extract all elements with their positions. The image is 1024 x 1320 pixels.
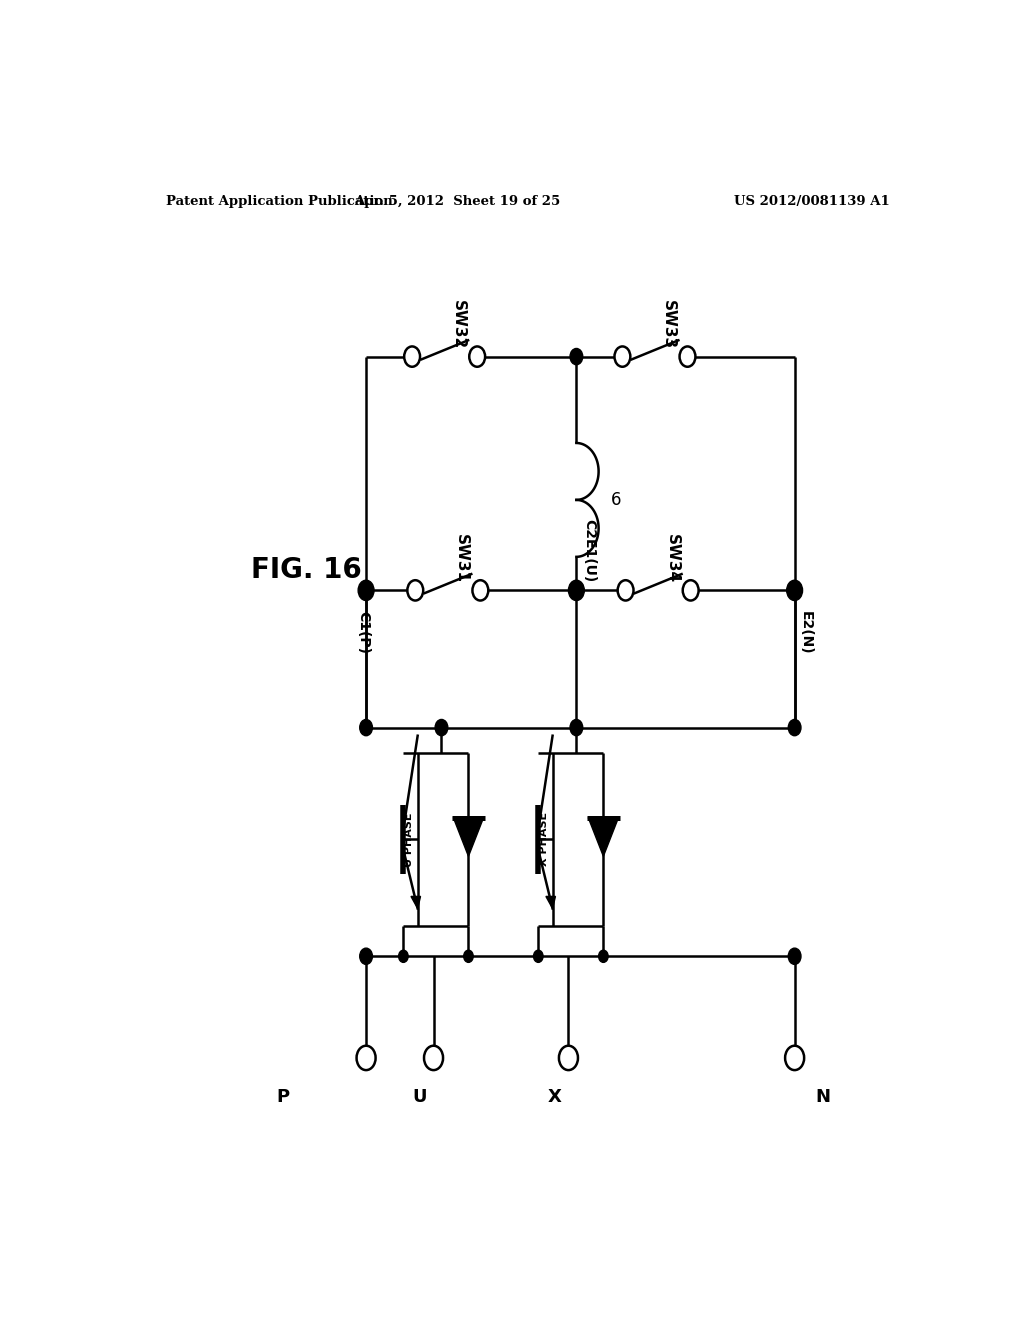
Text: P: P: [276, 1089, 290, 1106]
Text: SW32: SW32: [451, 300, 466, 350]
Text: C2E1(U): C2E1(U): [582, 519, 596, 582]
Circle shape: [599, 950, 608, 962]
Text: Apr. 5, 2012  Sheet 19 of 25: Apr. 5, 2012 Sheet 19 of 25: [354, 195, 560, 209]
Polygon shape: [546, 896, 555, 908]
Circle shape: [680, 346, 695, 367]
Text: X PHASE: X PHASE: [539, 812, 549, 866]
Text: SW34: SW34: [665, 535, 680, 583]
Circle shape: [788, 719, 801, 735]
Circle shape: [424, 1045, 443, 1071]
Circle shape: [614, 346, 631, 367]
Circle shape: [786, 581, 803, 601]
Circle shape: [359, 948, 373, 965]
Text: X: X: [547, 1089, 561, 1106]
Polygon shape: [588, 817, 618, 857]
Text: C1(P): C1(P): [356, 611, 371, 653]
Circle shape: [435, 719, 447, 735]
Circle shape: [570, 348, 583, 364]
Circle shape: [398, 950, 409, 962]
Text: E2(N): E2(N): [799, 611, 813, 655]
Circle shape: [788, 948, 801, 965]
Text: Patent Application Publication: Patent Application Publication: [166, 195, 393, 209]
Circle shape: [358, 581, 374, 601]
Text: SW31: SW31: [455, 535, 469, 583]
Circle shape: [464, 950, 473, 962]
Circle shape: [617, 581, 634, 601]
Circle shape: [472, 581, 488, 601]
Text: U PHASE: U PHASE: [403, 812, 414, 867]
Polygon shape: [454, 817, 483, 857]
Circle shape: [570, 719, 583, 735]
Circle shape: [683, 581, 698, 601]
Text: 6: 6: [610, 491, 621, 510]
Text: N: N: [815, 1089, 829, 1106]
Circle shape: [404, 346, 420, 367]
Circle shape: [356, 1045, 376, 1071]
Text: FIG. 16: FIG. 16: [251, 556, 361, 583]
Circle shape: [785, 1045, 804, 1071]
Text: U: U: [412, 1089, 427, 1106]
Circle shape: [359, 719, 373, 735]
Text: SW33: SW33: [662, 301, 676, 350]
Circle shape: [568, 581, 585, 601]
Polygon shape: [411, 896, 421, 908]
Circle shape: [469, 346, 485, 367]
Circle shape: [534, 950, 543, 962]
Circle shape: [559, 1045, 578, 1071]
Circle shape: [408, 581, 423, 601]
Text: US 2012/0081139 A1: US 2012/0081139 A1: [734, 195, 890, 209]
